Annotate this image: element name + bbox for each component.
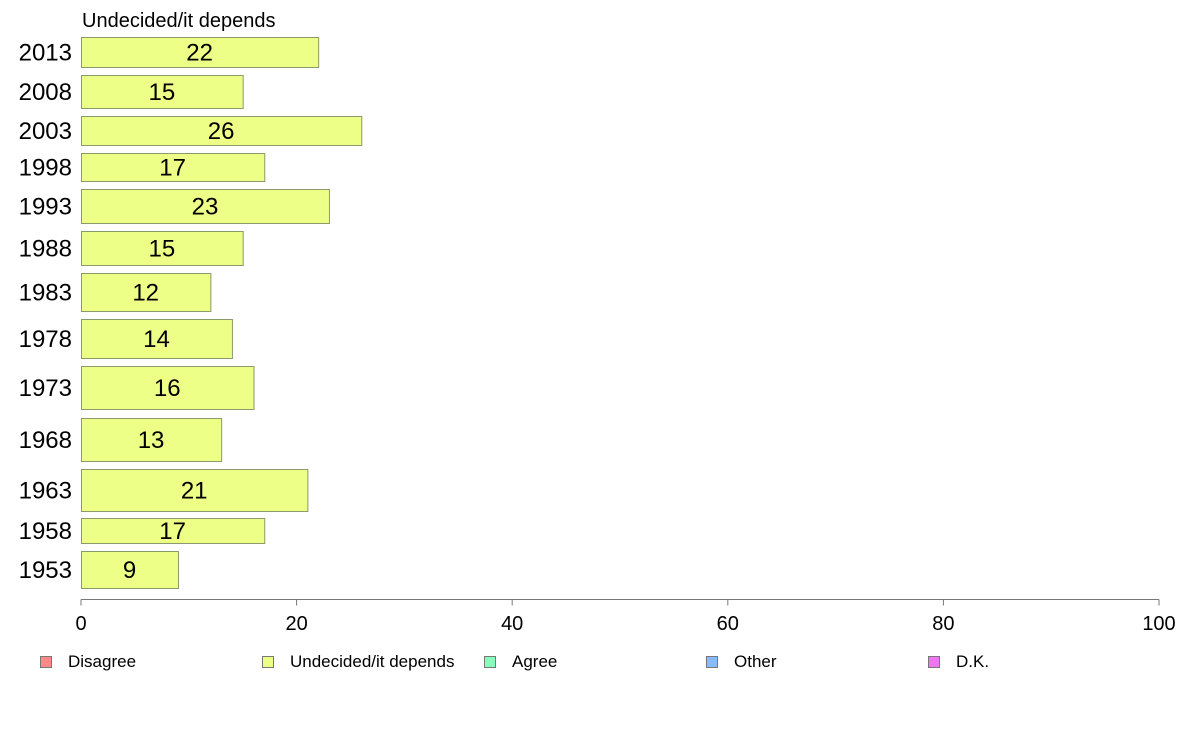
legend-label-agree: Agree bbox=[512, 652, 557, 672]
legend-swatch-other bbox=[706, 656, 718, 668]
bar-value-label-2003: 26 bbox=[208, 118, 235, 145]
category-label-1953: 1953 bbox=[19, 557, 72, 584]
x-tick-label-80: 80 bbox=[932, 613, 954, 635]
category-label-1968: 1968 bbox=[19, 427, 72, 454]
x-tick-label-100: 100 bbox=[1142, 613, 1175, 635]
bar-value-label-2008: 15 bbox=[148, 79, 175, 106]
category-label-1998: 1998 bbox=[19, 155, 72, 182]
category-label-2013: 2013 bbox=[19, 40, 72, 67]
legend-swatch-disagree bbox=[40, 656, 52, 668]
chart-title: Undecided/it depends bbox=[82, 10, 275, 32]
x-tick-label-20: 20 bbox=[285, 613, 307, 635]
category-label-1973: 1973 bbox=[19, 375, 72, 402]
legend-label-dk: D.K. bbox=[956, 652, 989, 672]
category-label-1983: 1983 bbox=[19, 280, 72, 307]
bar-value-label-1978: 14 bbox=[143, 326, 170, 353]
category-label-2003: 2003 bbox=[19, 118, 72, 145]
category-label-1963: 1963 bbox=[19, 478, 72, 505]
legend-swatch-dk bbox=[928, 656, 940, 668]
bar-value-label-1973: 16 bbox=[154, 375, 181, 402]
bar-value-label-1968: 13 bbox=[138, 427, 165, 454]
category-label-1978: 1978 bbox=[19, 326, 72, 353]
legend-swatch-undecided bbox=[262, 656, 274, 668]
bar-value-label-1988: 15 bbox=[148, 236, 175, 263]
legend-label-undecided: Undecided/it depends bbox=[290, 652, 454, 672]
x-tick-label-0: 0 bbox=[75, 613, 86, 635]
category-label-1993: 1993 bbox=[19, 194, 72, 221]
bar-value-label-1983: 12 bbox=[132, 280, 159, 307]
legend-item-agree: Agree bbox=[484, 652, 557, 672]
legend-label-disagree: Disagree bbox=[68, 652, 136, 672]
category-label-1988: 1988 bbox=[19, 236, 72, 263]
legend-item-disagree: Disagree bbox=[40, 652, 136, 672]
legend-label-other: Other bbox=[734, 652, 777, 672]
bar-value-label-2013: 22 bbox=[186, 40, 213, 67]
x-axis: 0 20 40 60 80 100 bbox=[75, 600, 1175, 636]
legend-swatch-agree bbox=[484, 656, 496, 668]
legend: Disagree Undecided/it depends Agree Othe… bbox=[0, 652, 1188, 676]
bar-value-label-1953: 9 bbox=[123, 557, 136, 584]
chart: Undecided/it depends 2220131520082620031… bbox=[0, 0, 1188, 640]
bars-group: 22 2013 15 2008 26 2003 17 1998 23 1993 15 1988 12 19… bbox=[19, 38, 362, 589]
legend-item-dk: D.K. bbox=[928, 652, 989, 672]
category-label-2008: 2008 bbox=[19, 79, 72, 106]
bar-value-label-1963: 21 bbox=[181, 478, 208, 505]
bar-value-label-1998: 17 bbox=[159, 155, 186, 182]
x-tick-label-60: 60 bbox=[717, 613, 739, 635]
bar-value-label-1958: 17 bbox=[159, 518, 186, 545]
x-tick-label-40: 40 bbox=[501, 613, 523, 635]
bar-value-label-1993: 23 bbox=[192, 194, 219, 221]
category-label-1958: 1958 bbox=[19, 518, 72, 545]
legend-item-other: Other bbox=[706, 652, 777, 672]
legend-item-undecided: Undecided/it depends bbox=[262, 652, 454, 672]
